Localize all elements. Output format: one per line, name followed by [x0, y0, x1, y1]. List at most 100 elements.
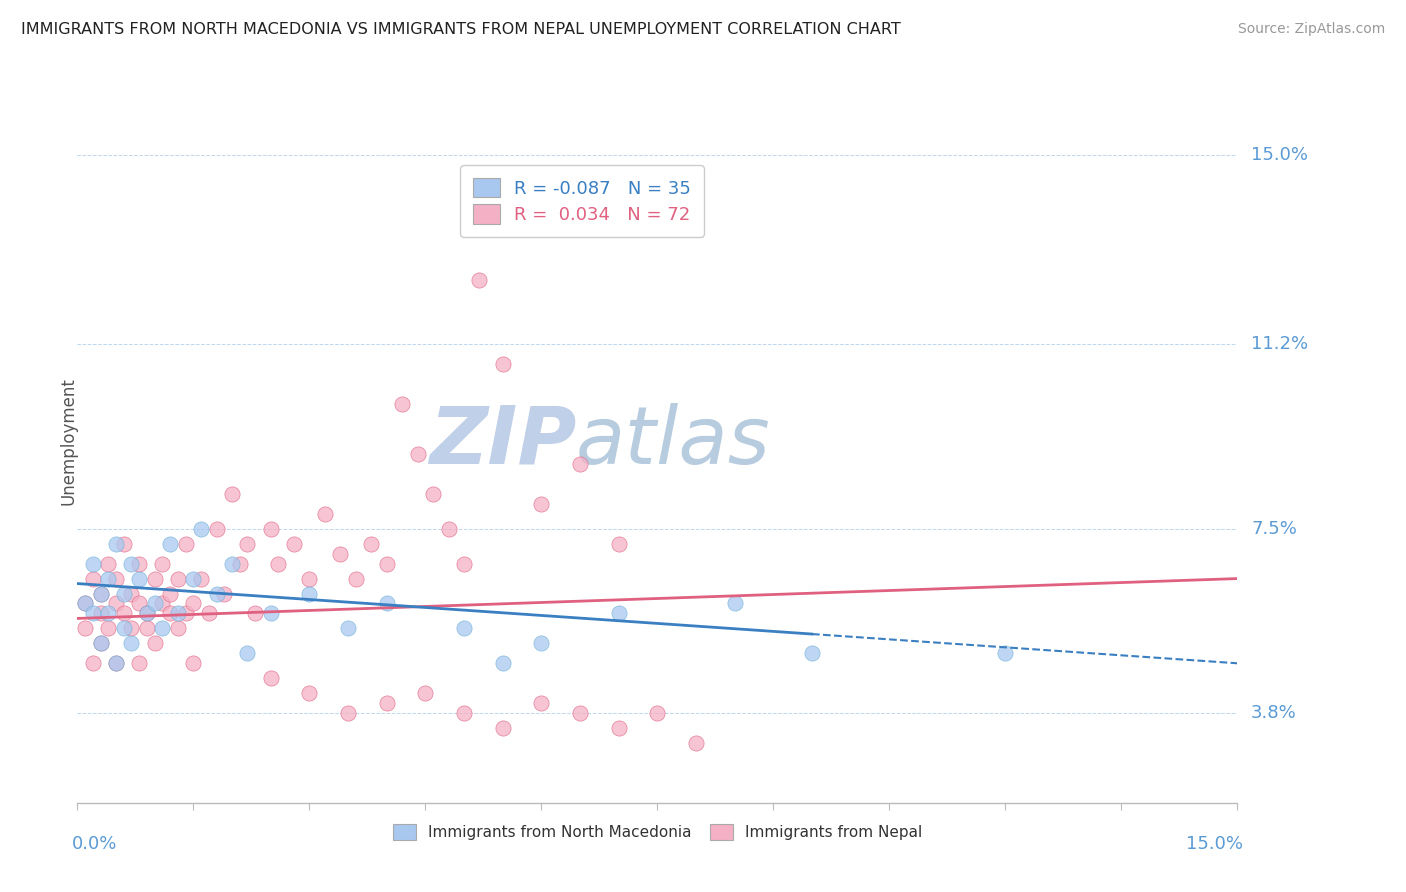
- Point: [492, 721, 515, 735]
- Point: [724, 597, 747, 611]
- Point: [607, 537, 630, 551]
- Text: 0.0%: 0.0%: [72, 835, 117, 854]
- Point: [344, 572, 367, 586]
- Point: [569, 457, 592, 471]
- Point: [236, 537, 259, 551]
- Point: [128, 597, 150, 611]
- Point: [143, 636, 166, 650]
- Point: [375, 696, 398, 710]
- Point: [801, 646, 824, 660]
- Point: [121, 621, 143, 635]
- Point: [530, 696, 553, 710]
- Point: [136, 607, 159, 621]
- Point: [75, 597, 96, 611]
- Point: [166, 607, 188, 621]
- Point: [174, 537, 197, 551]
- Point: [453, 621, 475, 635]
- Point: [152, 621, 174, 635]
- Point: [121, 557, 143, 571]
- Point: [166, 621, 188, 635]
- Point: [105, 537, 127, 551]
- Point: [391, 397, 413, 411]
- Y-axis label: Unemployment: Unemployment: [60, 377, 77, 506]
- Point: [260, 671, 283, 685]
- Point: [82, 607, 104, 621]
- Point: [337, 706, 360, 720]
- Point: [685, 736, 707, 750]
- Point: [105, 657, 127, 671]
- Point: [90, 586, 111, 600]
- Point: [90, 586, 111, 600]
- Point: [647, 706, 669, 720]
- Point: [97, 557, 120, 571]
- Point: [236, 646, 259, 660]
- Point: [337, 621, 360, 635]
- Point: [221, 557, 243, 571]
- Point: [245, 607, 267, 621]
- Point: [492, 657, 515, 671]
- Point: [205, 586, 228, 600]
- Point: [136, 607, 159, 621]
- Point: [260, 522, 283, 536]
- Point: [183, 657, 205, 671]
- Point: [75, 621, 96, 635]
- Point: [205, 522, 228, 536]
- Point: [128, 657, 150, 671]
- Point: [607, 721, 630, 735]
- Text: IMMIGRANTS FROM NORTH MACEDONIA VS IMMIGRANTS FROM NEPAL UNEMPLOYMENT CORRELATIO: IMMIGRANTS FROM NORTH MACEDONIA VS IMMIG…: [21, 22, 901, 37]
- Point: [298, 686, 321, 700]
- Point: [530, 636, 553, 650]
- Point: [360, 537, 382, 551]
- Point: [183, 597, 205, 611]
- Point: [136, 621, 159, 635]
- Text: 3.8%: 3.8%: [1251, 704, 1296, 723]
- Point: [112, 621, 135, 635]
- Point: [190, 572, 212, 586]
- Point: [228, 557, 252, 571]
- Point: [260, 607, 283, 621]
- Point: [298, 572, 321, 586]
- Point: [112, 586, 135, 600]
- Point: [174, 607, 197, 621]
- Point: [453, 557, 475, 571]
- Point: [105, 572, 127, 586]
- Point: [214, 586, 236, 600]
- Point: [530, 497, 553, 511]
- Point: [994, 646, 1017, 660]
- Point: [221, 487, 243, 501]
- Point: [97, 621, 120, 635]
- Point: [190, 522, 212, 536]
- Point: [492, 357, 515, 371]
- Point: [197, 607, 219, 621]
- Point: [121, 636, 143, 650]
- Point: [112, 537, 135, 551]
- Point: [105, 657, 127, 671]
- Point: [90, 636, 111, 650]
- Text: 15.0%: 15.0%: [1251, 146, 1308, 164]
- Point: [159, 607, 181, 621]
- Point: [314, 507, 336, 521]
- Text: 15.0%: 15.0%: [1187, 835, 1243, 854]
- Text: Source: ZipAtlas.com: Source: ZipAtlas.com: [1237, 22, 1385, 37]
- Point: [82, 557, 104, 571]
- Point: [97, 572, 120, 586]
- Legend: Immigrants from North Macedonia, Immigrants from Nepal: Immigrants from North Macedonia, Immigra…: [384, 815, 931, 849]
- Text: ZIP: ZIP: [429, 402, 576, 481]
- Point: [75, 597, 96, 611]
- Point: [128, 572, 150, 586]
- Point: [112, 607, 135, 621]
- Point: [128, 557, 150, 571]
- Point: [82, 572, 104, 586]
- Point: [298, 586, 321, 600]
- Point: [375, 597, 398, 611]
- Text: 11.2%: 11.2%: [1251, 335, 1309, 353]
- Point: [183, 572, 205, 586]
- Point: [607, 607, 630, 621]
- Point: [267, 557, 290, 571]
- Point: [422, 487, 444, 501]
- Point: [105, 597, 127, 611]
- Text: atlas: atlas: [576, 402, 770, 481]
- Point: [121, 586, 143, 600]
- Point: [143, 597, 166, 611]
- Point: [166, 572, 188, 586]
